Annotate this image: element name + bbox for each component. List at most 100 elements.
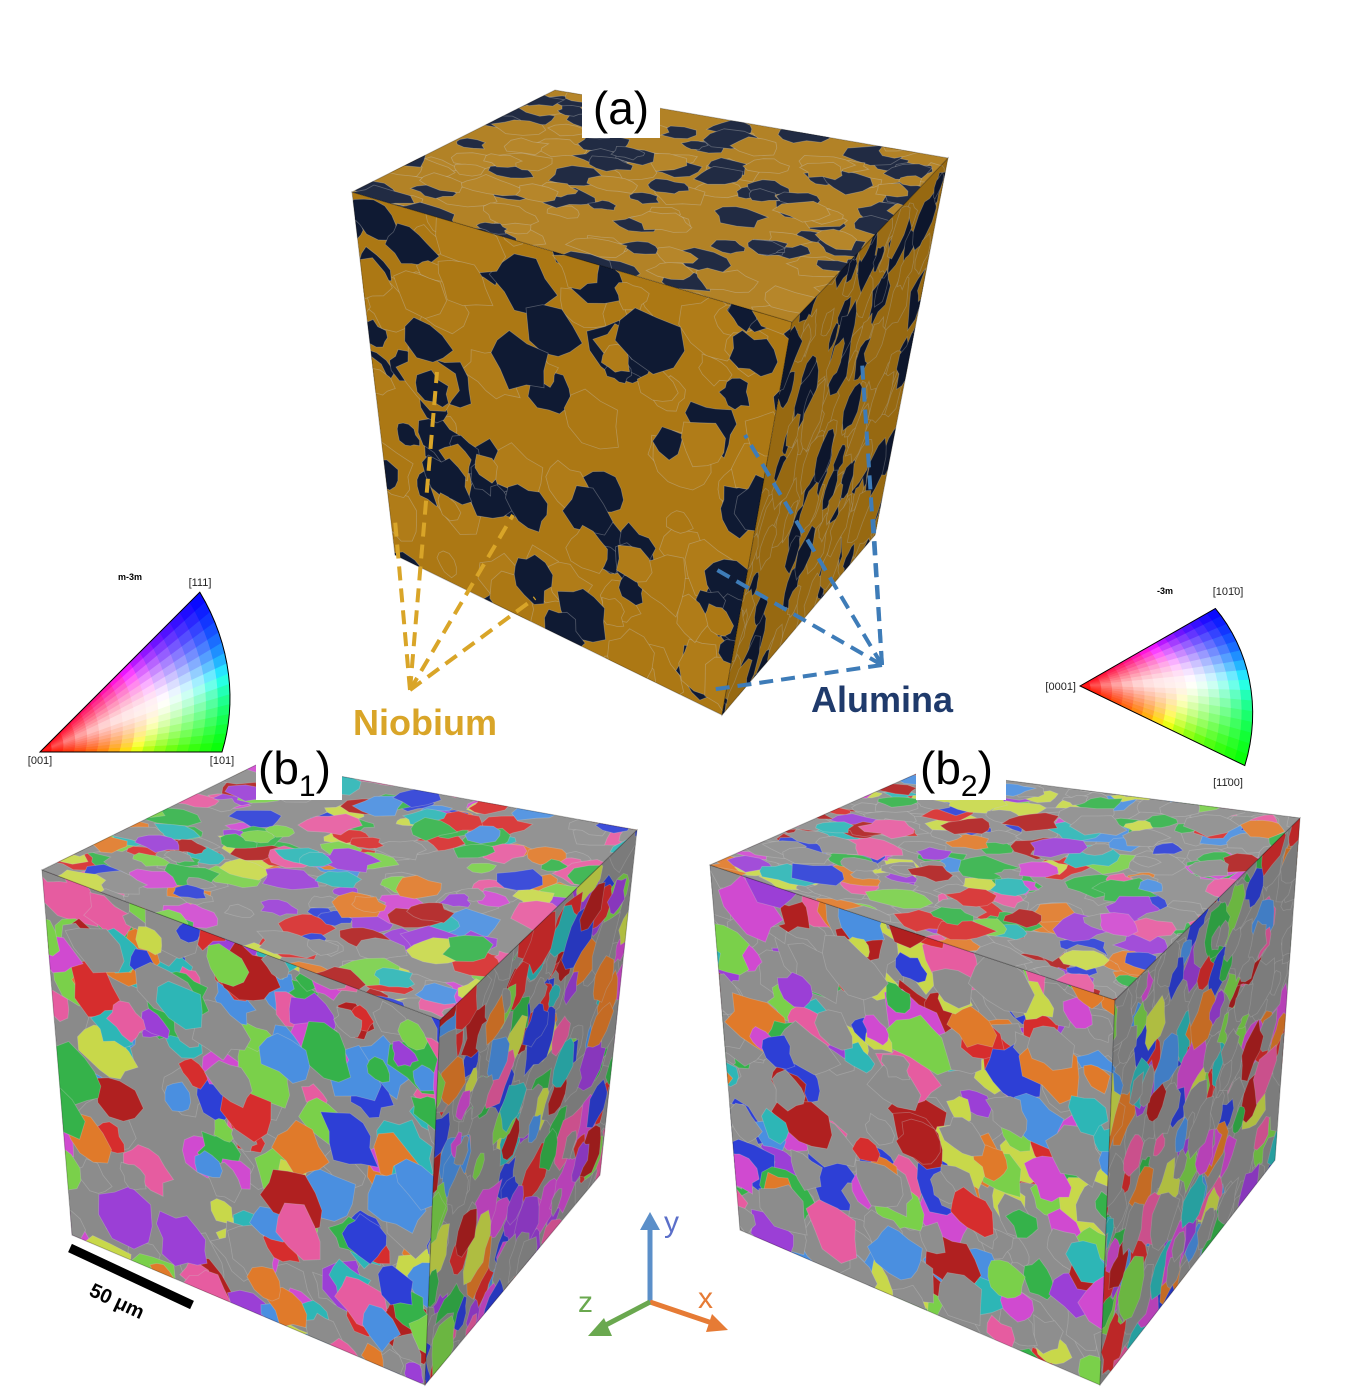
grain [1117, 1255, 1145, 1321]
grain [437, 259, 494, 307]
grain [950, 1186, 994, 1238]
ipf-cell [131, 741, 146, 748]
label-box [916, 738, 1006, 800]
ipf-cell [119, 747, 133, 753]
grain [223, 903, 255, 918]
grain [42, 840, 74, 858]
grain [351, 895, 387, 914]
grain [1187, 859, 1229, 878]
ipf-cell [1153, 682, 1166, 689]
phase-label: Alumina [811, 679, 954, 720]
grain [898, 175, 923, 187]
grain [1156, 940, 1181, 988]
grain [1098, 1150, 1115, 1187]
grain [873, 271, 889, 308]
grain [437, 492, 462, 522]
grain [1223, 926, 1242, 963]
grain [919, 1221, 946, 1255]
grain [825, 337, 845, 388]
grain [203, 1059, 253, 1109]
ipf-cell [1217, 680, 1231, 691]
ipf-cell [130, 746, 145, 753]
grain [475, 221, 509, 235]
grain [1196, 1207, 1215, 1251]
grain [820, 307, 835, 337]
grain [371, 149, 414, 164]
grain [528, 976, 548, 1014]
grain [482, 843, 528, 865]
grain [933, 171, 944, 200]
grain [645, 262, 695, 281]
grain [1058, 949, 1110, 971]
label-close: ) [316, 742, 331, 794]
grain [42, 856, 51, 870]
grain [1194, 1128, 1215, 1176]
ipf-cell [1143, 683, 1156, 689]
grain [614, 307, 686, 375]
grain [202, 764, 238, 779]
grain [525, 304, 583, 357]
grain [636, 361, 679, 402]
grain [815, 821, 855, 834]
grain [1100, 996, 1162, 1000]
grain [438, 443, 472, 482]
grain [1061, 794, 1089, 806]
grain [141, 788, 181, 804]
grain [1029, 837, 1089, 858]
grain [483, 153, 524, 168]
grain [867, 370, 895, 424]
grain [432, 1053, 440, 1112]
grain [319, 1111, 379, 1168]
grain [456, 137, 487, 150]
grain [1240, 1018, 1264, 1082]
grain [135, 926, 163, 956]
grain [710, 919, 712, 949]
grain [260, 899, 299, 917]
grain [681, 102, 715, 114]
grain [349, 836, 385, 850]
ipf-cell [1174, 681, 1188, 690]
grain [710, 869, 732, 921]
grain [1122, 1201, 1145, 1256]
grain [153, 823, 202, 840]
grain [845, 258, 858, 284]
scale-bar [68, 1243, 194, 1310]
grain [929, 906, 975, 926]
grain [464, 825, 501, 845]
grain [761, 113, 795, 127]
grain [618, 995, 636, 1036]
grain [1187, 1095, 1215, 1160]
ipf-cell [1206, 680, 1220, 690]
grain [800, 435, 825, 496]
grain [619, 240, 659, 255]
axis-label: y [664, 1206, 679, 1239]
grain [1253, 1115, 1270, 1151]
grain [314, 870, 363, 889]
grain [565, 524, 608, 574]
axis-label: x [698, 1282, 713, 1315]
grain [815, 835, 859, 856]
grain [891, 136, 931, 151]
grain [586, 1078, 608, 1129]
grain [206, 943, 250, 987]
grain [1239, 819, 1286, 839]
ipf-cell [191, 727, 206, 738]
grain [914, 232, 931, 276]
grain [988, 891, 1024, 909]
scale-bar-label: 50 μm [86, 1280, 148, 1324]
grain [758, 814, 805, 828]
grain [540, 858, 570, 872]
grain [1000, 812, 1060, 832]
grain [373, 967, 416, 989]
grain [170, 838, 208, 855]
grain [581, 653, 606, 684]
grain [483, 202, 540, 226]
label-main: (b [920, 742, 961, 794]
grain [490, 329, 549, 391]
grain [770, 1097, 833, 1150]
grain [798, 161, 843, 181]
grain [586, 175, 639, 194]
grain [155, 980, 203, 1030]
grain [610, 145, 646, 161]
grain [838, 837, 904, 861]
